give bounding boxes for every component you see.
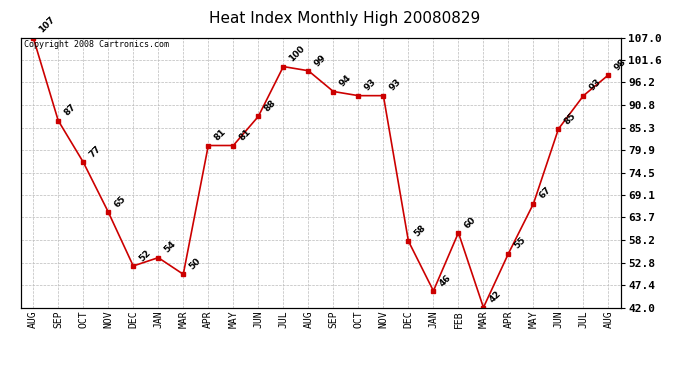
Text: 42: 42: [488, 290, 503, 305]
Text: 81: 81: [213, 128, 228, 143]
Text: 54: 54: [162, 240, 178, 255]
Text: 93: 93: [362, 78, 378, 93]
Text: 85: 85: [562, 111, 578, 126]
Text: 55: 55: [513, 236, 528, 251]
Text: 81: 81: [237, 128, 253, 143]
Text: 88: 88: [262, 99, 277, 114]
Text: 77: 77: [88, 144, 103, 159]
Text: 93: 93: [588, 78, 603, 93]
Text: 87: 87: [62, 102, 78, 118]
Text: 94: 94: [337, 74, 353, 89]
Text: 58: 58: [413, 223, 428, 238]
Text: 107: 107: [37, 15, 57, 35]
Text: 67: 67: [538, 186, 553, 201]
Text: 50: 50: [188, 256, 203, 272]
Text: 100: 100: [288, 44, 307, 64]
Text: 99: 99: [313, 53, 328, 68]
Text: 60: 60: [462, 215, 477, 230]
Text: Heat Index Monthly High 20080829: Heat Index Monthly High 20080829: [209, 11, 481, 26]
Text: 52: 52: [137, 248, 152, 263]
Text: 98: 98: [613, 57, 628, 72]
Text: 46: 46: [437, 273, 453, 288]
Text: Copyright 2008 Cartronics.com: Copyright 2008 Cartronics.com: [23, 40, 168, 49]
Text: 93: 93: [388, 78, 403, 93]
Text: 65: 65: [112, 194, 128, 209]
